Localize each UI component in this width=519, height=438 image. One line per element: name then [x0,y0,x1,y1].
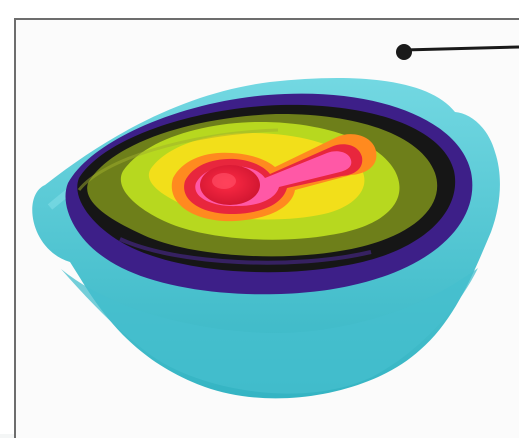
callout-line [403,45,519,52]
callout-dot [396,44,412,60]
callout-marker [396,44,519,60]
outer-bowl-shadow [61,268,478,394]
